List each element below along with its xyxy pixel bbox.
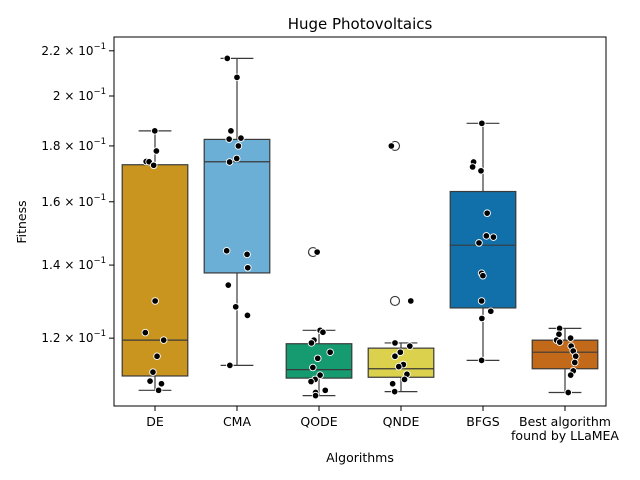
data-point bbox=[154, 386, 163, 395]
x-tick-label: QODE bbox=[300, 414, 337, 429]
data-point bbox=[316, 371, 324, 379]
data-point bbox=[307, 339, 316, 347]
y-tick-label: 1.8 × 10−1 bbox=[41, 137, 106, 153]
y-axis-label: Fitness bbox=[14, 200, 29, 243]
plot-area bbox=[121, 54, 599, 400]
box-group bbox=[203, 54, 271, 370]
data-point bbox=[231, 303, 240, 311]
box-group bbox=[121, 127, 189, 395]
data-point bbox=[479, 271, 487, 280]
data-point bbox=[571, 358, 579, 367]
data-point bbox=[390, 387, 399, 396]
data-point bbox=[478, 314, 486, 323]
data-point bbox=[157, 379, 166, 388]
data-point bbox=[227, 127, 235, 135]
chart-title: Huge Photovoltaics bbox=[288, 15, 433, 33]
data-point bbox=[478, 119, 486, 128]
data-point bbox=[225, 135, 233, 143]
x-tick-label: QNDE bbox=[383, 414, 420, 429]
data-point bbox=[566, 371, 575, 379]
data-point bbox=[407, 297, 415, 305]
data-point bbox=[483, 209, 491, 217]
data-point bbox=[477, 167, 485, 175]
data-point bbox=[226, 361, 234, 370]
data-point bbox=[149, 161, 158, 170]
data-point bbox=[477, 297, 486, 305]
box-group bbox=[531, 324, 599, 397]
data-point bbox=[159, 336, 168, 344]
x-tick-label: CMA bbox=[223, 414, 252, 429]
data-point bbox=[572, 352, 580, 361]
box-iqr bbox=[531, 339, 599, 370]
data-point bbox=[475, 239, 483, 247]
data-point bbox=[477, 356, 486, 365]
y-tick-label: 1.4 × 10−1 bbox=[41, 256, 106, 272]
data-point bbox=[237, 134, 245, 142]
box-group bbox=[285, 246, 353, 400]
data-point bbox=[232, 154, 241, 163]
data-point bbox=[396, 348, 405, 356]
x-tick-label: Best algorithm bbox=[519, 414, 611, 429]
x-tick-label: found by LLaMEA bbox=[511, 428, 619, 443]
outlier-marker bbox=[389, 295, 401, 307]
data-point bbox=[307, 377, 315, 386]
data-point bbox=[223, 54, 232, 63]
data-point bbox=[309, 363, 317, 372]
y-tick-label: 1.2 × 10−1 bbox=[41, 329, 106, 345]
data-point bbox=[566, 334, 575, 342]
data-point bbox=[387, 142, 396, 150]
data-point bbox=[555, 338, 564, 346]
data-point bbox=[564, 388, 572, 397]
data-point bbox=[487, 307, 495, 316]
data-point bbox=[146, 377, 154, 385]
data-point bbox=[225, 158, 234, 166]
data-point bbox=[319, 328, 327, 337]
data-point bbox=[314, 354, 322, 363]
data-point bbox=[234, 142, 243, 150]
data-point bbox=[394, 362, 403, 371]
data-point bbox=[222, 246, 231, 255]
box-iqr bbox=[449, 190, 517, 309]
data-point bbox=[406, 342, 414, 350]
data-point bbox=[391, 339, 399, 347]
data-point bbox=[311, 391, 320, 400]
data-point bbox=[149, 368, 157, 376]
y-tick-label: 2.2 × 10−1 bbox=[41, 42, 106, 58]
box-group bbox=[449, 119, 517, 365]
data-point bbox=[151, 297, 159, 305]
data-point bbox=[391, 352, 399, 361]
data-point bbox=[153, 352, 161, 361]
data-point bbox=[152, 147, 161, 155]
data-point bbox=[482, 232, 491, 240]
x-axis-label: Algorithms bbox=[326, 450, 394, 465]
y-tick-label: 2 × 10−1 bbox=[53, 87, 106, 103]
data-point bbox=[151, 127, 159, 135]
box-iqr bbox=[121, 164, 189, 377]
x-tick-label: DE bbox=[146, 414, 164, 429]
data-point bbox=[233, 73, 241, 82]
data-point bbox=[321, 386, 330, 395]
data-point bbox=[489, 233, 498, 241]
data-point bbox=[468, 163, 477, 171]
y-tick-label: 1.6 × 10−1 bbox=[41, 193, 106, 209]
axes-frame bbox=[113, 36, 607, 407]
data-point bbox=[313, 248, 321, 256]
data-point bbox=[243, 250, 251, 259]
box-group bbox=[367, 140, 435, 396]
data-point bbox=[244, 264, 252, 272]
x-tick-label: BFGS bbox=[466, 414, 499, 429]
data-point bbox=[326, 348, 334, 356]
data-point bbox=[400, 375, 409, 384]
data-point bbox=[243, 311, 252, 320]
data-point bbox=[388, 379, 397, 388]
data-point bbox=[141, 328, 150, 337]
data-point bbox=[224, 281, 233, 289]
